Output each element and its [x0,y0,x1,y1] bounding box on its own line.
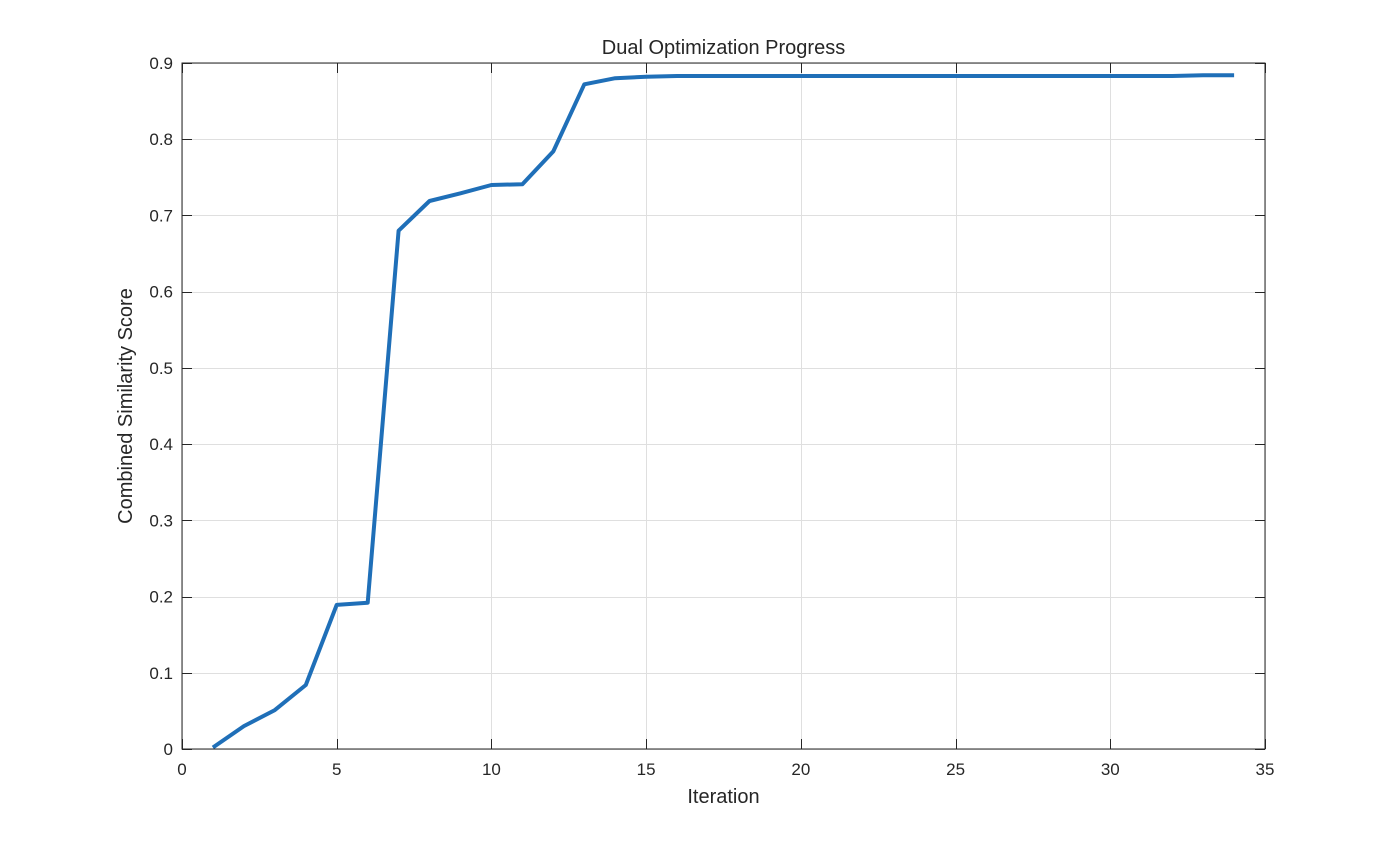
plot-frame [181,62,1266,750]
y-tick-label: 0.4 [149,435,173,454]
y-tick-labels: 0 0.1 0.2 0.3 0.4 0.5 0.6 0.7 0.8 0.9 [149,54,173,759]
x-tick-label: 25 [946,760,965,779]
x-tick-label: 0 [177,760,186,779]
y-tick-label: 0.2 [149,588,173,607]
series-line [211,73,1235,750]
y-tick-label: 0.5 [149,359,173,378]
x-tick-label: 20 [791,760,810,779]
x-axis-label: Iteration [687,786,759,808]
x-tick-label: 35 [1256,760,1275,779]
plot-area-background [182,63,1265,749]
x-tick-label: 5 [332,760,341,779]
x-tick-label: 15 [637,760,656,779]
series-layer [211,73,1235,750]
y-tick-label: 0.3 [149,511,173,530]
x-tick-labels: 0 5 10 15 20 25 30 35 [177,760,1274,779]
y-tick-label: 0.8 [149,130,173,149]
y-tick-label: 0.1 [149,664,173,683]
x-tick-label: 10 [482,760,501,779]
y-tick-label: 0.7 [149,206,173,225]
tick-marks [182,63,1266,750]
y-tick-label: 0 [164,740,173,759]
y-tick-label: 0.9 [149,54,173,73]
x-tick-label: 30 [1101,760,1120,779]
y-tick-label: 0.6 [149,283,173,302]
chart-title: Dual Optimization Progress [602,37,845,59]
y-axis-label: Combined Similarity Score [115,288,137,524]
